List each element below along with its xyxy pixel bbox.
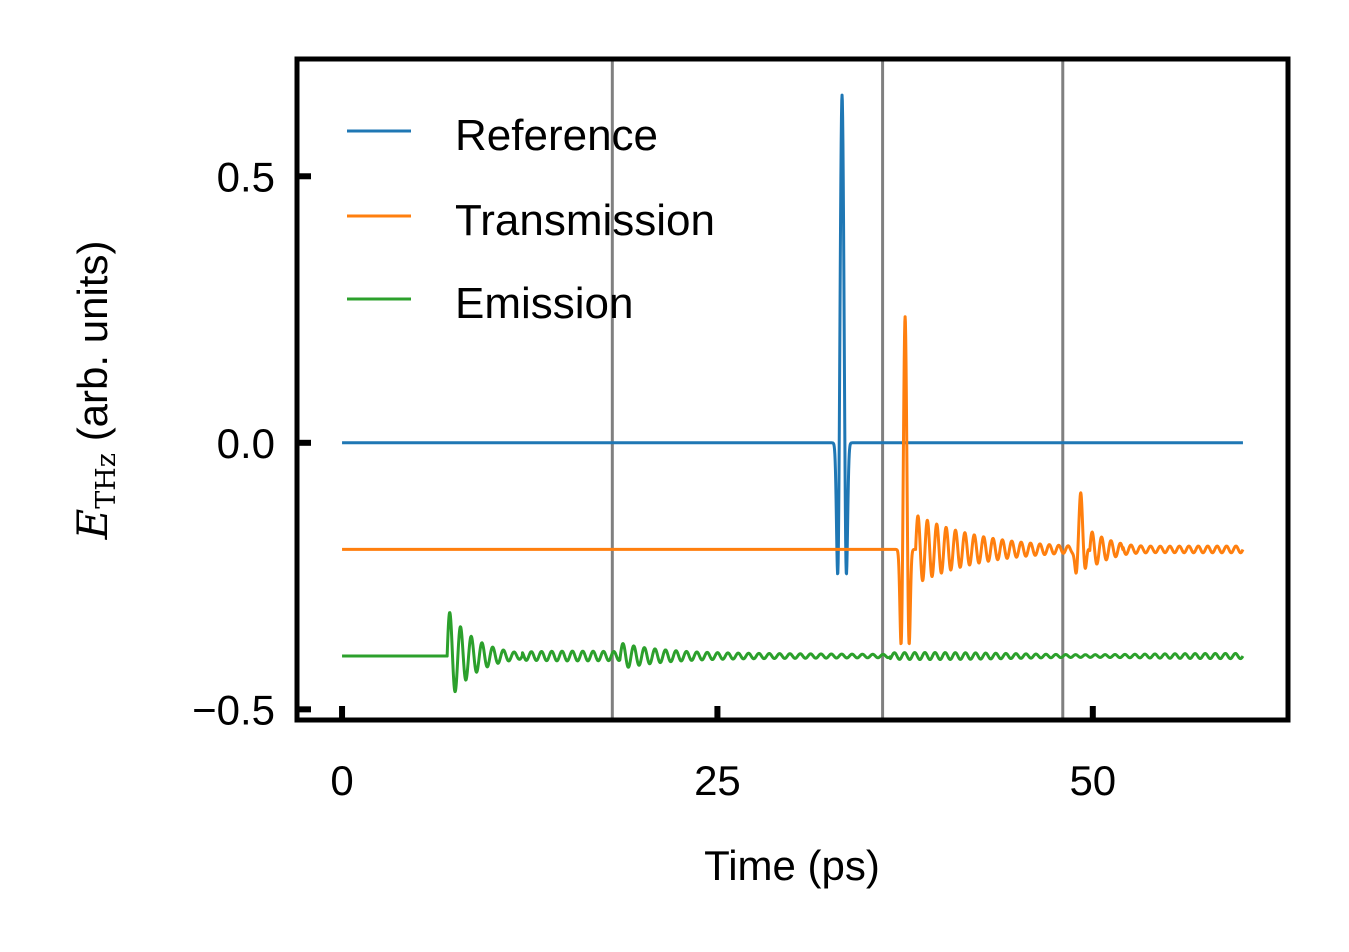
y-axis-units: (arb. units) (69, 241, 116, 453)
plot-frame (294, 56, 1291, 723)
x-tick-label: 50 (1069, 757, 1116, 804)
y-tick-label: −0.5 (192, 686, 275, 733)
legend: Reference Transmission Emission (347, 111, 715, 328)
x-tick-label: 25 (694, 757, 741, 804)
x-tick-label: 0 (330, 757, 353, 804)
legend-label-reference: Reference (455, 111, 658, 160)
series-lines (340, 93, 1245, 694)
vertical-reference-lines (610, 59, 1065, 720)
y-tick-label: 0.5 (217, 153, 275, 200)
y-axis-symbol: E (68, 509, 117, 541)
y-tick-label: 0.0 (217, 420, 275, 467)
axis-ticks: 0 25 50 −0.5 0.0 0.5 (192, 153, 1116, 804)
series-line-reference (340, 93, 1245, 576)
x-axis-label: Time (ps) (704, 842, 880, 889)
y-axis-subscript: THz (91, 453, 122, 509)
legend-label-transmission: Transmission (455, 196, 715, 245)
series-line-transmission (340, 315, 1245, 646)
series-line-emission (340, 611, 1245, 694)
legend-label-emission: Emission (455, 279, 634, 328)
y-axis-label: ETHz (arb. units) (68, 241, 122, 541)
